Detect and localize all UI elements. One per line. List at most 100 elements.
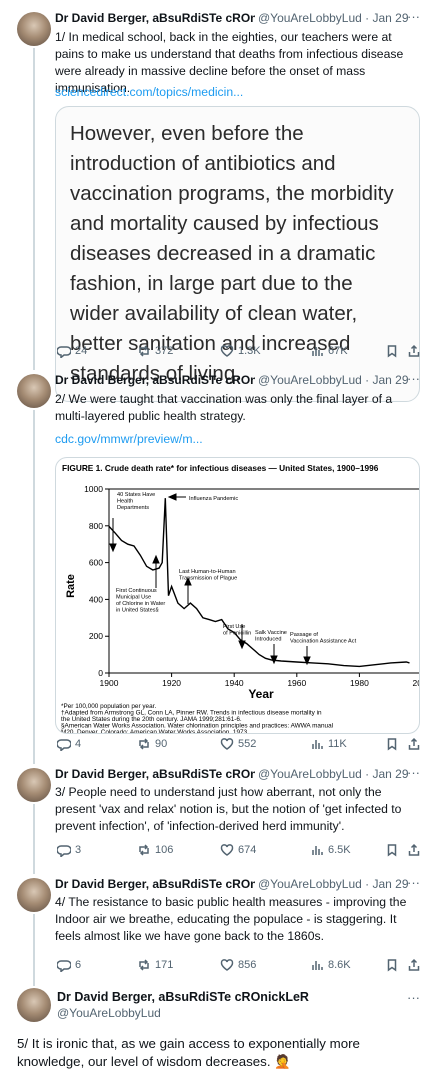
separator: · — [361, 877, 373, 891]
action-bar: 24 372 1.3K 67K — [55, 344, 420, 360]
replies-icon[interactable] — [57, 344, 71, 358]
reposts-icon[interactable] — [137, 843, 151, 857]
author[interactable]: Dr David Berger, aBsuRdiSTe cROnickLeR — [57, 990, 309, 1004]
author[interactable]: Dr David Berger, aBsuRdiSTe cROnickLeR — [55, 877, 255, 891]
bookmark-icon[interactable] — [385, 958, 399, 972]
plot-frame — [108, 488, 419, 674]
share-icon[interactable] — [407, 344, 421, 358]
x-tick-label: 1980 — [350, 678, 369, 688]
separator: · — [361, 11, 373, 25]
author[interactable]: Dr David Berger, aBsuRdiSTe cROnickLeR — [55, 11, 255, 25]
x-tick-label: 1920 — [162, 678, 181, 688]
footnote: the United States during the 20th centur… — [61, 716, 242, 723]
x-tick-label: 2000 — [413, 678, 419, 688]
replies-count[interactable]: 6 — [75, 959, 82, 971]
tweet-text: 3/ People need to understand just how ab… — [55, 785, 402, 833]
views-icon[interactable] — [310, 737, 324, 751]
y-tick-label: 600 — [89, 558, 103, 568]
likes-icon[interactable] — [220, 843, 234, 857]
tweet-header: Dr David Berger, aBsuRdiSTe cROnickLeR@Y… — [55, 765, 425, 783]
annotation: of Penicillin — [223, 631, 251, 637]
views-icon[interactable] — [310, 958, 324, 972]
more-button[interactable]: ··· — [407, 765, 420, 780]
avatar[interactable] — [17, 12, 51, 46]
reposts-icon[interactable] — [137, 737, 151, 751]
avatar[interactable] — [17, 768, 51, 802]
likes-count[interactable]: 674 — [238, 844, 257, 856]
likes-count[interactable]: 552 — [238, 738, 257, 750]
more-button[interactable]: ··· — [407, 9, 420, 24]
more-button[interactable]: ··· — [407, 990, 420, 1005]
annotation: of Chlorine in Water — [116, 601, 165, 607]
reposts-icon[interactable] — [137, 958, 151, 972]
annotation: Introduced — [255, 637, 281, 643]
death-rate-line — [108, 498, 410, 668]
link[interactable]: sciencedirect.com/topics/medicin... — [55, 85, 244, 99]
replies-icon[interactable] — [57, 843, 71, 857]
views-count[interactable]: 8.6K — [328, 959, 351, 971]
replies-count[interactable]: 24 — [75, 345, 88, 357]
replies-icon[interactable] — [57, 958, 71, 972]
likes-count[interactable]: 1.3K — [238, 345, 261, 357]
annotation: Vaccination Assistance Act — [290, 639, 357, 645]
reposts-icon[interactable] — [137, 344, 151, 358]
handle[interactable]: @YouAreLobbyLud — [258, 767, 362, 781]
more-button[interactable]: ··· — [407, 875, 420, 890]
annotation: Influenza Pandemic — [189, 496, 238, 502]
tweet-header: Dr David Berger, aBsuRdiSTe cROnickLeR@Y… — [55, 9, 425, 27]
reposts-count[interactable]: 372 — [155, 345, 174, 357]
avatar[interactable] — [17, 878, 51, 912]
bookmark-icon[interactable] — [385, 344, 399, 358]
bookmark-icon[interactable] — [385, 737, 399, 751]
likes-icon[interactable] — [220, 958, 234, 972]
replies-icon[interactable] — [57, 737, 71, 751]
annotation: Departments — [117, 505, 149, 511]
handle[interactable]: @YouAreLobbyLud — [57, 1006, 161, 1020]
y-tick-label: 800 — [89, 521, 103, 531]
share-icon[interactable] — [407, 958, 421, 972]
views-count[interactable]: 6.5K — [328, 844, 351, 856]
link[interactable]: cdc.gov/mmwr/preview/m... — [55, 432, 203, 446]
avatar[interactable] — [17, 374, 51, 408]
quote-image[interactable]: However, even before the introduction of… — [55, 106, 420, 402]
views-count[interactable]: 67K — [328, 345, 348, 357]
share-icon[interactable] — [407, 737, 421, 751]
annotation: First Use — [223, 624, 245, 630]
chart-image[interactable]: FIGURE 1. Crude death rate* for infectio… — [55, 457, 420, 734]
replies-count[interactable]: 3 — [75, 844, 82, 856]
handle[interactable]: @YouAreLobbyLud — [258, 373, 362, 387]
date[interactable]: Jan 29 — [372, 373, 409, 387]
views-icon[interactable] — [310, 344, 324, 358]
y-tick-label: 1000 — [84, 484, 103, 494]
date[interactable]: Jan 29 — [372, 11, 409, 25]
handle[interactable]: @YouAreLobbyLud — [258, 877, 362, 891]
likes-icon[interactable] — [220, 737, 234, 751]
date[interactable]: Jan 29 — [372, 767, 409, 781]
handle[interactable]: @YouAreLobbyLud — [258, 11, 362, 25]
reposts-count[interactable]: 171 — [155, 959, 174, 971]
y-axis-label: Rate — [65, 574, 77, 598]
avatar[interactable] — [17, 988, 51, 1022]
thread-line — [33, 914, 35, 986]
reposts-count[interactable]: 106 — [155, 844, 174, 856]
views-icon[interactable] — [310, 843, 324, 857]
views-count[interactable]: 11K — [328, 738, 347, 750]
x-tick-label: 1940 — [225, 678, 244, 688]
more-button[interactable]: ··· — [407, 371, 420, 386]
date[interactable]: Jan 29 — [372, 877, 409, 891]
thread-line — [33, 410, 35, 764]
reposts-count[interactable]: 90 — [155, 738, 168, 750]
bookmark-icon[interactable] — [385, 843, 399, 857]
annotation: Health — [117, 499, 133, 505]
likes-icon[interactable] — [220, 344, 234, 358]
y-tick-label: 200 — [89, 631, 103, 641]
author[interactable]: Dr David Berger, aBsuRdiSTe cROnickLeR — [55, 767, 255, 781]
tweet-header: Dr David Berger, aBsuRdiSTe cROnickLeR@Y… — [55, 875, 425, 893]
author[interactable]: Dr David Berger, aBsuRdiSTe cROnickLeR — [55, 373, 255, 387]
likes-count[interactable]: 856 — [238, 959, 257, 971]
replies-count[interactable]: 4 — [75, 738, 82, 750]
action-bar: 4 90 552 11K — [55, 737, 420, 753]
share-icon[interactable] — [407, 843, 421, 857]
footnote: §American Water Works Association. Water… — [61, 723, 333, 730]
